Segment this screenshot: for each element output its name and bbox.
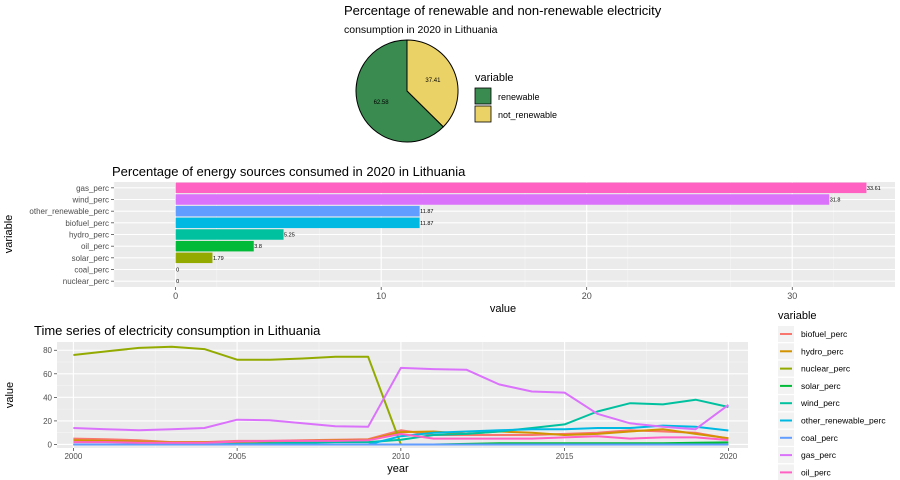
line-x-tick-label: 2015 xyxy=(556,452,574,461)
bar-x-tick-label: 30 xyxy=(787,291,797,301)
bar-gas_perc xyxy=(175,182,867,194)
pie-title: Percentage of renewable and non-renewabl… xyxy=(344,3,662,18)
bar-category-label-oil_perc: oil_perc xyxy=(81,242,109,251)
bar-value-label-hydro_perc: 5.25 xyxy=(284,233,295,239)
line-legend-label-oil_perc: oil_perc xyxy=(801,467,832,477)
line-chart-panel: Time series of electricity consumption i… xyxy=(4,310,886,480)
line-series xyxy=(73,345,729,446)
pie-slices: 37.41 62.58 xyxy=(355,39,459,143)
line-x-tick-label: 2010 xyxy=(392,452,410,461)
line-legend-label-hydro_perc: hydro_perc xyxy=(801,346,844,356)
pie-legend-key-renewable xyxy=(474,87,492,105)
bar-category-label-gas_perc: gas_perc xyxy=(76,184,109,193)
line-legend-label-coal_perc: coal_perc xyxy=(801,433,839,443)
bar-value-label-coal_perc: 0 xyxy=(176,268,179,274)
line-y-tick-label: 80 xyxy=(43,346,52,355)
bar-category-label-hydro_perc: hydro_perc xyxy=(69,231,109,240)
bar-value-label-oil_perc: 3.8 xyxy=(254,244,262,250)
pie-subtitle: consumption in 2020 in Lithuania xyxy=(344,24,498,36)
line-legend-title: variable xyxy=(778,310,817,322)
pie-slice-label-not_renewable: 37.41 xyxy=(425,78,441,84)
bar-marks: 33.61 31.8 11.87 11.87 5.25 3.8 1.79 0 0 xyxy=(175,182,881,285)
line-legend-label-wind_perc: wind_perc xyxy=(800,398,840,408)
bar-category-label-biofuel_perc: biofuel_perc xyxy=(65,219,109,228)
line-legend-label-gas_perc: gas_perc xyxy=(801,450,837,460)
bar-y-axis-title: variable xyxy=(3,215,15,254)
line-y-tick-label: 60 xyxy=(43,370,52,379)
line-x-axis-title: year xyxy=(387,463,409,475)
bar-title: Percentage of energy sources consumed in… xyxy=(112,164,466,179)
line-series-gas_perc xyxy=(73,366,729,432)
bar-x-tick-label: 20 xyxy=(582,291,592,301)
pie-legend: renewable not_renewable xyxy=(474,87,557,123)
line-legend-label-other_renewable_perc: other_renewable_perc xyxy=(801,416,886,426)
bar-oil_perc xyxy=(175,240,254,252)
bar-category-label-solar_perc: solar_perc xyxy=(72,254,109,263)
bar-x-tick-label: 0 xyxy=(173,291,178,301)
bar-value-label-other_renewable_perc: 11.87 xyxy=(420,209,433,215)
bar-wind_perc xyxy=(175,194,830,205)
bar-category-label-coal_perc: coal_perc xyxy=(74,266,109,275)
bar-solar_perc xyxy=(175,252,213,264)
line-x-tick-label: 2005 xyxy=(228,452,246,461)
bar-biofuel_perc xyxy=(175,217,420,229)
bar-chart-panel: Percentage of energy sources consumed in… xyxy=(3,164,895,315)
bar-value-label-wind_perc: 31.8 xyxy=(830,198,841,204)
line-axes: 2000 2005 2010 2015 2020 0 20 40 60 80 xyxy=(43,346,738,461)
pie-slice-not_renewable xyxy=(406,39,459,128)
line-y-tick-label: 0 xyxy=(48,440,53,449)
bar-other_renewable_perc xyxy=(175,205,420,217)
pie-legend-title: variable xyxy=(475,72,514,84)
line-y-tick-label: 20 xyxy=(43,417,52,426)
bar-axes: gas_perc wind_perc other_renewable_percbio… xyxy=(29,184,797,301)
pie-legend-label-not_renewable: not_renewable xyxy=(498,110,557,120)
bar-category-label-nuclear_perc: nuclear_perc xyxy=(63,277,109,286)
pie-slice-renewable xyxy=(355,39,444,143)
line-x-tick-label: 2020 xyxy=(719,452,737,461)
line-legend-label-biofuel_perc: biofuel_perc xyxy=(801,329,848,339)
line-series-oil_perc xyxy=(73,432,729,444)
line-title: Time series of electricity consumption i… xyxy=(34,323,321,338)
line-x-tick-label: 2000 xyxy=(64,452,82,461)
bar-category-label-other_renewable_perc: other_renewable_perc xyxy=(29,207,109,216)
line-y-tick-label: 40 xyxy=(43,393,52,402)
line-legend-label-nuclear_perc: nuclear_perc xyxy=(801,364,851,374)
line-y-axis-title: value xyxy=(4,382,16,408)
bar-hydro_perc xyxy=(175,229,284,240)
pie-slice-label-renewable: 62.58 xyxy=(374,100,390,106)
bar-x-tick-label: 10 xyxy=(376,291,386,301)
line-legend: biofuel_perc hydro_perc nuclear_perc solar_… xyxy=(778,326,886,480)
bar-value-label-gas_perc: 33.61 xyxy=(867,186,881,192)
bar-value-label-solar_perc: 1.79 xyxy=(213,256,224,262)
pie-legend-label-renewable: renewable xyxy=(498,92,540,102)
bar-category-label-wind_perc: wind_perc xyxy=(72,196,109,205)
pie-legend-key-not_renewable xyxy=(474,105,492,123)
line-legend-label-solar_perc: solar_perc xyxy=(801,381,841,391)
bar-value-label-biofuel_perc: 11.87 xyxy=(420,221,433,227)
bar-x-axis-title: value xyxy=(490,303,516,315)
bar-value-label-nuclear_perc: 0 xyxy=(176,279,179,285)
pie-chart-panel: Percentage of renewable and non-renewabl… xyxy=(344,3,662,143)
